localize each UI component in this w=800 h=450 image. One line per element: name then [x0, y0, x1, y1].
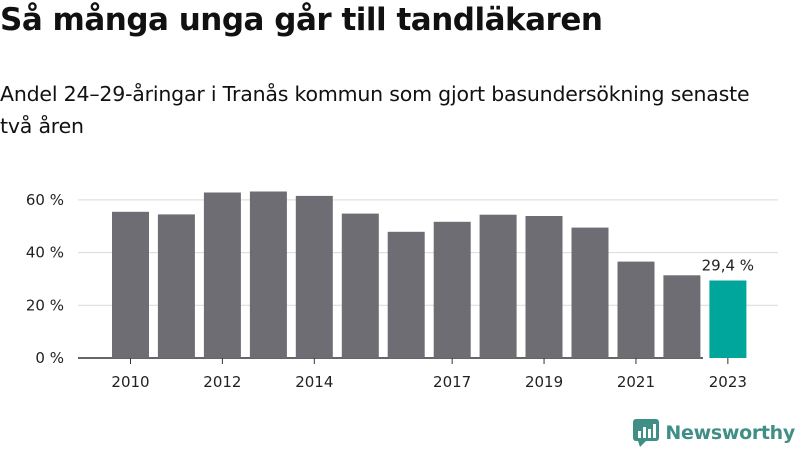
bar — [663, 275, 701, 358]
x-tick-label: 2023 — [709, 373, 747, 391]
newsworthy-brand: Newsworthy — [633, 418, 795, 448]
bar — [203, 192, 241, 358]
y-tick-label: 0 % — [35, 349, 64, 367]
y-axis-ticks: 0 % 20 % 40 % 60 % — [26, 191, 64, 367]
bar — [433, 221, 471, 358]
data-labels: 29,4 % — [702, 257, 754, 275]
bar — [479, 214, 517, 358]
bar — [112, 211, 149, 358]
highlighted-bar — [709, 280, 747, 358]
x-tick-label: 2017 — [433, 373, 471, 391]
bar — [571, 227, 609, 358]
bar-chart: 0 % 20 % 40 % 60 % 2010 2012 2014 2017 2019 2021… — [26, 191, 778, 391]
x-tick-label: 2012 — [203, 373, 241, 391]
brand-name: Newsworthy — [665, 422, 795, 444]
chart-title: Så många unga går till tandläkaren — [0, 2, 603, 38]
newsworthy-logo-icon — [633, 419, 660, 447]
x-tick-label: 2014 — [295, 373, 333, 391]
bars — [112, 191, 747, 358]
chart-subtitle: Andel 24–29-åringar i Tranås kommun som … — [0, 82, 750, 138]
x-tick-label: 2019 — [525, 373, 563, 391]
x-tick-label: 2021 — [617, 373, 655, 391]
bar — [295, 195, 333, 358]
x-tick-label: 2010 — [111, 373, 149, 391]
data-label: 29,4 % — [702, 257, 754, 275]
y-tick-label: 40 % — [26, 244, 64, 262]
y-tick-label: 60 % — [26, 191, 64, 209]
bar — [525, 216, 563, 358]
bar — [157, 214, 195, 358]
y-tick-label: 20 % — [26, 296, 64, 314]
bar — [249, 191, 287, 358]
bar — [617, 261, 655, 358]
bar — [387, 231, 425, 358]
bar — [341, 213, 379, 358]
x-axis-ticks: 2010 2012 2014 2017 2019 2021 2023 — [111, 358, 747, 391]
